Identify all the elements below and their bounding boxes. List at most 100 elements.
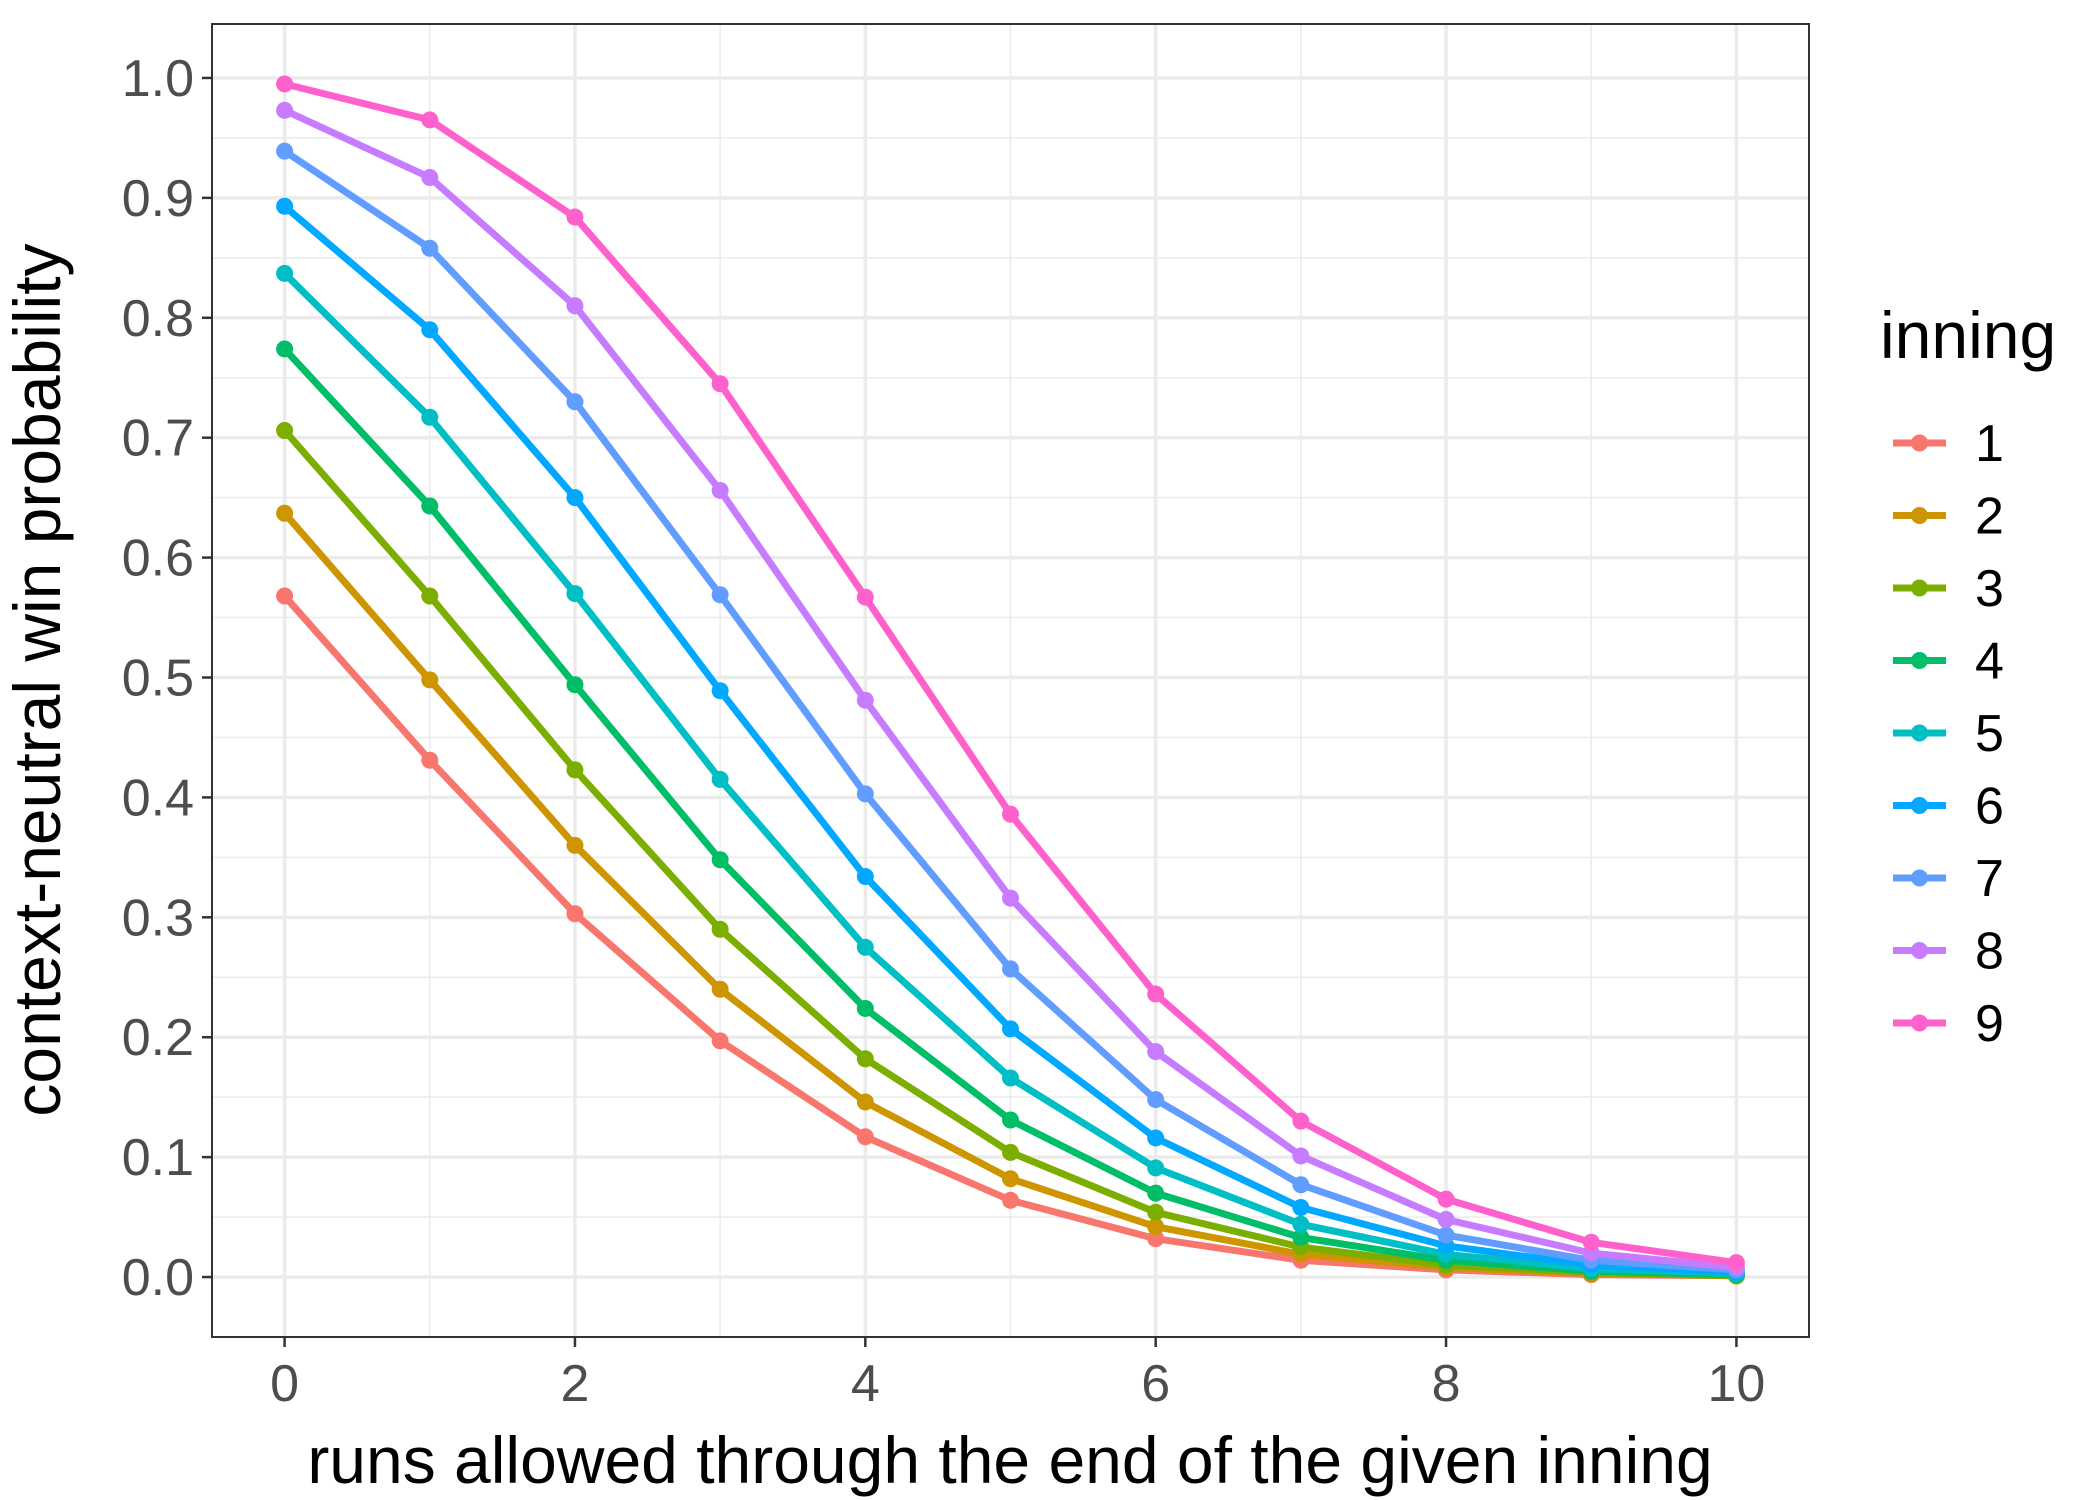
y-tick-label: 0.6 — [122, 530, 194, 588]
data-point-inning-3 — [566, 761, 584, 779]
legend-label: 2 — [1975, 488, 2004, 546]
data-point-inning-2 — [1002, 1170, 1019, 1188]
data-point-inning-6 — [1147, 1129, 1165, 1147]
data-point-inning-2 — [711, 980, 729, 998]
data-point-inning-2 — [276, 504, 294, 522]
legend-key-point — [1911, 652, 1928, 669]
legend: 1 2 3 4 5 6 7 8 9 — [1893, 415, 2004, 1053]
data-point-inning-3 — [276, 421, 294, 439]
y-tick-label: 0.0 — [122, 1249, 194, 1307]
data-point-inning-3 — [1002, 1143, 1019, 1161]
data-point-inning-2 — [1147, 1218, 1165, 1236]
data-point-inning-8 — [1147, 1043, 1165, 1061]
legend-item-6: 6 — [1893, 778, 2004, 836]
x-tick-label: 2 — [560, 1355, 589, 1413]
legend-item-4: 4 — [1893, 633, 2004, 691]
data-point-inning-9 — [1147, 985, 1165, 1003]
data-point-inning-8 — [421, 168, 439, 186]
data-point-inning-6 — [856, 868, 874, 886]
legend-label: 3 — [1975, 560, 2004, 618]
data-point-inning-7 — [566, 393, 584, 411]
data-point-inning-7 — [1437, 1226, 1455, 1244]
data-point-inning-6 — [1002, 1020, 1019, 1038]
legend-item-7: 7 — [1893, 850, 2004, 908]
data-point-inning-1 — [1002, 1191, 1019, 1209]
x-axis-ticks: 0 2 4 6 8 10 — [270, 1337, 1765, 1413]
data-point-inning-7 — [276, 142, 294, 160]
data-point-inning-2 — [421, 671, 439, 689]
y-tick-label: 0.1 — [122, 1129, 194, 1187]
x-tick-label: 0 — [270, 1355, 299, 1413]
data-point-inning-7 — [711, 586, 729, 604]
data-point-inning-4 — [566, 676, 584, 694]
data-point-inning-9 — [1582, 1233, 1600, 1251]
data-point-inning-2 — [856, 1093, 874, 1111]
data-point-inning-4 — [711, 851, 729, 869]
y-tick-label: 0.5 — [122, 650, 194, 708]
y-tick-label: 1.0 — [122, 50, 194, 108]
y-tick-label: 0.2 — [122, 1009, 194, 1067]
data-point-inning-7 — [1002, 960, 1019, 978]
y-tick-label: 0.8 — [122, 290, 194, 348]
data-point-inning-9 — [856, 588, 874, 606]
legend-item-5: 5 — [1893, 705, 2004, 763]
data-point-inning-9 — [711, 375, 729, 393]
data-point-inning-9 — [1727, 1254, 1745, 1272]
data-point-inning-1 — [856, 1128, 874, 1146]
legend-key-point — [1911, 434, 1928, 452]
data-point-inning-4 — [421, 497, 439, 515]
data-point-inning-8 — [566, 297, 584, 315]
data-point-inning-4 — [1147, 1184, 1165, 1202]
legend-key-point — [1911, 869, 1928, 887]
data-point-inning-5 — [711, 770, 729, 788]
y-axis-ticks: 0.0 0.1 0.2 0.3 0.4 0.5 0.6 0.7 0.8 0.9 1.0 — [122, 50, 212, 1307]
data-point-inning-8 — [1002, 889, 1019, 907]
data-point-inning-9 — [276, 75, 294, 93]
data-point-inning-8 — [711, 481, 729, 499]
y-tick-label: 0.3 — [122, 889, 194, 947]
data-point-inning-1 — [566, 905, 584, 923]
data-point-inning-4 — [856, 999, 874, 1017]
grid-minor — [212, 24, 1809, 1337]
data-point-inning-5 — [1292, 1215, 1310, 1233]
data-point-inning-9 — [421, 111, 439, 129]
y-tick-label: 0.7 — [122, 410, 194, 468]
legend-item-9: 9 — [1893, 995, 2004, 1053]
legend-label: 8 — [1975, 923, 2004, 981]
legend-title: inning — [1880, 298, 2056, 372]
data-point-inning-3 — [856, 1050, 874, 1068]
data-point-inning-9 — [566, 208, 584, 226]
data-point-inning-8 — [276, 101, 294, 119]
data-point-inning-3 — [421, 587, 439, 605]
legend-key-point — [1911, 797, 1928, 814]
data-point-inning-9 — [1437, 1190, 1455, 1208]
legend-item-2: 2 — [1893, 488, 2004, 546]
y-tick-label: 0.4 — [122, 769, 194, 827]
data-point-inning-4 — [1002, 1111, 1019, 1129]
data-point-inning-9 — [1292, 1112, 1310, 1130]
data-point-inning-8 — [1437, 1210, 1455, 1228]
x-tick-label: 8 — [1432, 1355, 1461, 1413]
data-point-inning-6 — [566, 489, 584, 507]
data-point-inning-7 — [1292, 1176, 1310, 1194]
data-point-inning-7 — [421, 239, 439, 257]
legend-key-point — [1911, 579, 1928, 597]
data-point-inning-5 — [421, 408, 439, 426]
x-axis-title: runs allowed through the end of the give… — [307, 1423, 1712, 1497]
legend-key-point — [1911, 1014, 1928, 1032]
data-point-inning-4 — [276, 340, 294, 358]
data-point-inning-7 — [1147, 1091, 1165, 1109]
legend-key-point — [1911, 724, 1928, 742]
data-point-inning-6 — [421, 321, 439, 339]
series-points — [276, 75, 1745, 1285]
data-point-inning-5 — [856, 938, 874, 956]
data-point-inning-1 — [276, 587, 294, 605]
data-point-inning-1 — [1147, 1230, 1165, 1248]
data-point-inning-1 — [711, 1032, 729, 1050]
legend-key-point — [1911, 942, 1928, 959]
data-point-inning-6 — [276, 197, 294, 215]
data-point-inning-5 — [1002, 1069, 1019, 1087]
legend-label: 4 — [1975, 633, 2004, 691]
data-point-inning-5 — [566, 585, 584, 603]
